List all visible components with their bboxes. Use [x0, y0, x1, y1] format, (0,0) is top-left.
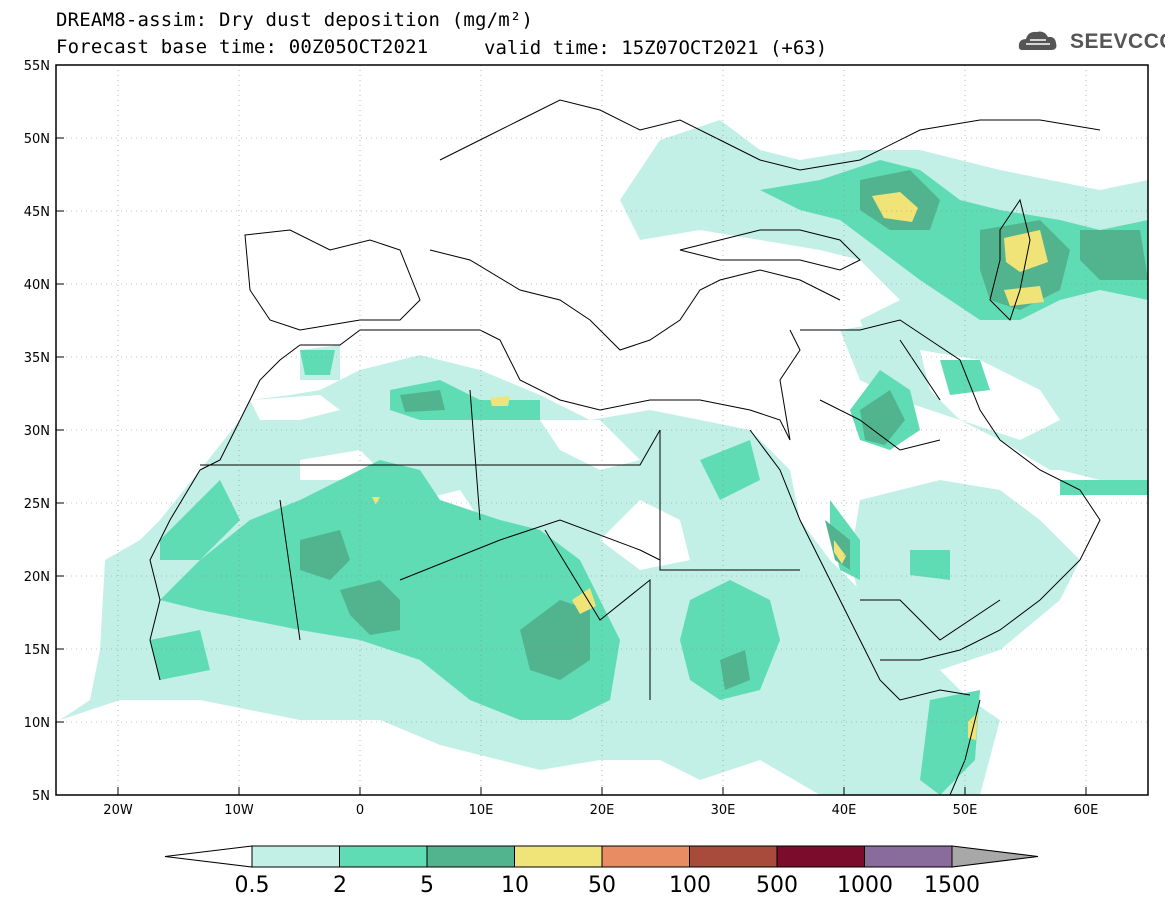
- lat-label: 30N: [24, 424, 50, 439]
- lat-label: 15N: [24, 643, 50, 658]
- map-title: DREAM8-assim: Dry dust deposition (mg/m²…: [56, 9, 534, 31]
- lon-label: 10W: [224, 803, 254, 818]
- lon-label: 20W: [103, 803, 133, 818]
- colorbar-box: [426, 845, 515, 868]
- colorbar-label: 100: [669, 873, 711, 898]
- graticule: [56, 65, 1148, 795]
- colorbar-box: [689, 845, 778, 868]
- lon-label: 50E: [953, 803, 978, 818]
- lat-label: 45N: [24, 205, 50, 220]
- colorbar-label: 2: [333, 873, 347, 898]
- lat-label: 50N: [24, 132, 50, 147]
- colorbar-box: [864, 845, 953, 868]
- colorbar-under-arrow: [164, 845, 253, 868]
- colorbar-boxes: [164, 845, 1039, 868]
- lat-label: 25N: [24, 497, 50, 512]
- lon-label: 10E: [469, 803, 494, 818]
- colorbar-box: [776, 845, 865, 868]
- lat-label: 35N: [24, 351, 50, 366]
- lat-label: 10N: [24, 716, 50, 731]
- colorbar-label: 0.5: [235, 873, 270, 898]
- colorbar-label: 1500: [924, 873, 980, 898]
- dust-map: 55N 50N 45N 40N 35N 30N 25N 20N 15N 10N …: [24, 59, 1149, 818]
- longitude-labels: 20W 10W 0 10E 20E 30E 40E 50E 60E: [103, 803, 1098, 818]
- cloud-icon: [1018, 31, 1057, 50]
- colorbar-box: [251, 845, 340, 868]
- colorbar-label: 500: [756, 873, 798, 898]
- colorbar-labels: 0.5 2 5 10 50 100 500 1000 1500: [235, 873, 981, 898]
- colorbar-over-arrow: [951, 845, 1039, 868]
- axis-ticks: [56, 64, 1087, 795]
- coastlines: [149, 99, 1101, 795]
- colorbar-box: [601, 845, 690, 868]
- lon-label: 30E: [711, 803, 736, 818]
- lon-label: 60E: [1074, 803, 1099, 818]
- forecast-base-time: Forecast base time: 00Z05OCT2021: [56, 36, 429, 58]
- colorbar-label: 1000: [837, 873, 893, 898]
- colorbar: 0.5 2 5 10 50 100 500 1000 1500: [164, 845, 1039, 898]
- seevccc-logo: [1018, 31, 1057, 50]
- colorbar-box: [514, 845, 603, 868]
- latitude-labels: 55N 50N 45N 40N 35N 30N 25N 20N 15N 10N …: [24, 59, 50, 804]
- valid-time: valid time: 15Z07OCT2021 (+63): [484, 37, 828, 59]
- colorbar-label: 5: [420, 873, 434, 898]
- lat-label: 55N: [24, 59, 50, 74]
- colorbar-label: 50: [588, 873, 616, 898]
- colorbar-label: 10: [501, 873, 529, 898]
- lon-label: 40E: [832, 803, 857, 818]
- colorbar-box: [339, 845, 428, 868]
- lon-label: 0: [356, 803, 364, 818]
- lat-label: 20N: [24, 570, 50, 585]
- logo-text: SEEVCCC: [1070, 30, 1165, 53]
- lat-label: 5N: [32, 789, 50, 804]
- lon-label: 20E: [590, 803, 615, 818]
- lat-label: 40N: [24, 278, 50, 293]
- level-10-region: [372, 192, 1048, 740]
